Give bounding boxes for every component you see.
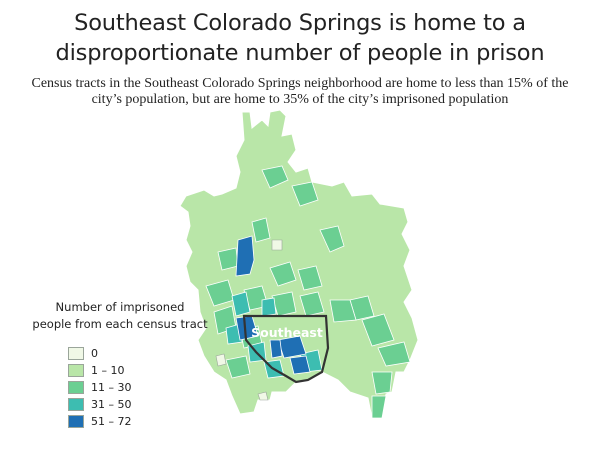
legend-swatch [68,346,84,360]
legend-item: 1 – 10 [68,362,132,378]
subtitle-line-1: Census tracts in the Southeast Colorado … [31,76,569,91]
legend-item: 31 – 50 [68,396,132,412]
legend-label: 51 – 72 [91,414,132,428]
legend-swatch [68,363,84,377]
legend-title-line-1: Number of imprisoned [55,300,185,314]
chart-title: Southeast Colorado Springs is home to a … [0,8,600,68]
legend-label: 11 – 30 [91,380,132,394]
tracts-0 [215,239,283,401]
southeast-label: Southeast [251,325,323,340]
legend-swatch [68,414,84,428]
tracts-51-72 [235,235,311,375]
legend-label: 0 [91,346,98,360]
title-line-2: disproportionate number of people in pri… [55,40,545,66]
legend-label: 31 – 50 [91,397,132,411]
legend-item: 11 – 30 [68,379,132,395]
title-line-1: Southeast Colorado Springs is home to a [74,10,526,36]
legend-title: Number of imprisoned people from each ce… [20,299,220,333]
legend: 0 1 – 10 11 – 30 31 – 50 51 – 72 [68,345,132,430]
legend-label: 1 – 10 [91,363,125,377]
legend-item: 0 [68,345,132,361]
legend-title-line-2: people from each census tract [32,317,208,331]
chart-subtitle: Census tracts in the Southeast Colorado … [8,76,592,108]
legend-item: 51 – 72 [68,413,132,429]
southeast-neighborhood-outline [242,314,330,384]
subtitle-line-2: city’s population, but are home to 35% o… [91,92,509,107]
legend-swatch [68,380,84,394]
legend-swatch [68,397,84,411]
